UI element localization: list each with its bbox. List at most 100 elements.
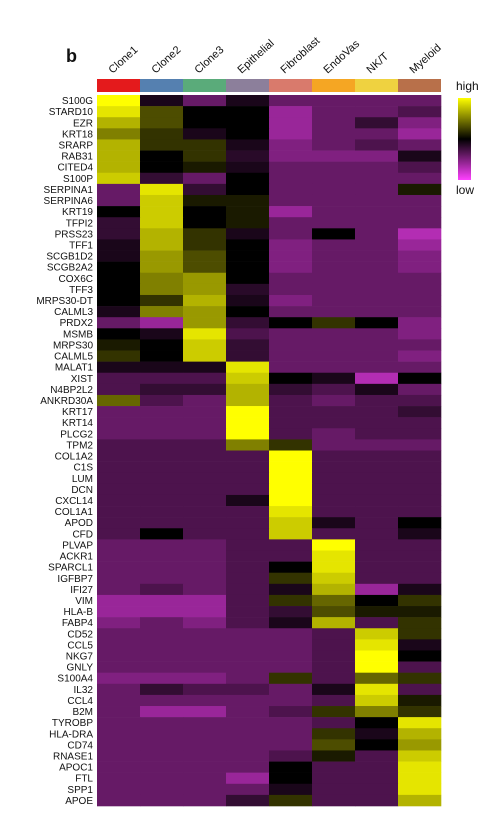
heatmap-cell xyxy=(226,506,270,518)
heatmap-cell xyxy=(312,606,356,618)
heatmap-cell xyxy=(226,128,270,140)
heatmap-cell xyxy=(183,117,227,129)
heatmap-cell xyxy=(398,750,442,762)
heatmap-cell xyxy=(140,606,184,618)
heatmap-cell xyxy=(312,361,356,374)
row-label: EZR xyxy=(73,118,93,129)
heatmap-cell xyxy=(312,139,356,151)
heatmap-cell xyxy=(312,661,356,673)
heatmap-cell xyxy=(183,683,227,696)
row-label: COL1A1 xyxy=(55,507,94,518)
heatmap-cell xyxy=(140,583,184,596)
heatmap-cell xyxy=(183,650,227,662)
heatmap-cell xyxy=(97,439,141,451)
row-label: TFF3 xyxy=(69,285,93,296)
heatmap-cell xyxy=(97,394,141,407)
heatmap-cell xyxy=(183,783,227,796)
heatmap-cell xyxy=(312,272,356,285)
heatmap-cell xyxy=(97,272,141,285)
heatmap-cell xyxy=(269,706,313,718)
heatmap-cell xyxy=(226,550,270,562)
heatmap-cell xyxy=(183,550,227,562)
column-label: EndoVas xyxy=(321,38,362,77)
heatmap-cell xyxy=(140,217,184,229)
heatmap-cell xyxy=(398,739,442,751)
heatmap-cell xyxy=(312,461,356,474)
heatmap-cell xyxy=(97,528,141,540)
heatmap-cell xyxy=(312,650,356,662)
heatmap-cell xyxy=(398,339,442,351)
heatmap-cell xyxy=(226,650,270,662)
heatmap-cell xyxy=(183,183,227,196)
row-label: CITED4 xyxy=(57,163,93,174)
heatmap-cell xyxy=(355,606,399,618)
heatmap-cell xyxy=(269,539,313,551)
column-label: Clone3 xyxy=(192,44,226,76)
heatmap-cell xyxy=(183,472,227,485)
heatmap-cell xyxy=(226,117,270,129)
heatmap-cell xyxy=(312,783,356,796)
column-color xyxy=(140,79,183,92)
heatmap-cell xyxy=(97,450,141,462)
heatmap-cell xyxy=(140,250,184,262)
heatmap-cell xyxy=(269,506,313,518)
heatmap-cell xyxy=(226,461,270,474)
heatmap-cell xyxy=(140,772,184,785)
heatmap-cell xyxy=(226,539,270,551)
heatmap-cell xyxy=(312,117,356,129)
heatmap-cell xyxy=(183,661,227,673)
heatmap-cell xyxy=(97,672,141,685)
heatmap-cell xyxy=(398,372,442,385)
heatmap-cell xyxy=(312,750,356,762)
heatmap-cell xyxy=(269,583,313,596)
row-label: FTL xyxy=(75,774,93,785)
heatmap-cell xyxy=(140,361,184,374)
heatmap-cell xyxy=(398,283,442,296)
heatmap-cell xyxy=(269,194,313,207)
heatmap-cell xyxy=(226,672,270,685)
heatmap-cell xyxy=(398,361,442,374)
heatmap-cell xyxy=(140,239,184,251)
heatmap-cell xyxy=(97,550,141,562)
row-label: COX6C xyxy=(59,274,93,285)
heatmap-cell xyxy=(97,328,141,340)
heatmap-cell xyxy=(226,328,270,340)
heatmap-cell xyxy=(183,617,227,629)
heatmap-cell xyxy=(140,506,184,518)
heatmap-cell xyxy=(312,350,356,362)
heatmap-cell xyxy=(269,161,313,174)
heatmap-cell xyxy=(226,283,270,296)
row-label: APOD xyxy=(65,518,93,529)
heatmap-cell xyxy=(269,239,313,251)
heatmap-cell xyxy=(183,706,227,718)
row-label: SCGB2A2 xyxy=(47,263,94,274)
row-label: COL1A2 xyxy=(55,452,94,463)
heatmap-cell xyxy=(183,717,227,729)
heatmap-cell xyxy=(312,95,356,107)
heatmap-cell xyxy=(398,528,442,540)
heatmap-cell xyxy=(355,572,399,585)
row-label: STARD10 xyxy=(49,107,94,118)
heatmap-cell xyxy=(355,483,399,496)
heatmap-cell xyxy=(312,194,356,207)
column-label: Clone2 xyxy=(149,44,183,76)
heatmap-cell xyxy=(355,228,399,240)
heatmap-cell xyxy=(312,483,356,496)
heatmap-cell xyxy=(398,772,442,785)
heatmap-cell xyxy=(398,650,442,662)
row-label: SPARCL1 xyxy=(48,563,93,574)
heatmap-cell xyxy=(183,394,227,407)
heatmap-cell xyxy=(269,372,313,385)
heatmap-cell xyxy=(140,639,184,651)
heatmap-cell xyxy=(140,461,184,474)
heatmap-cell xyxy=(398,794,442,807)
heatmap-cell xyxy=(140,128,184,140)
heatmap-cell xyxy=(398,661,442,673)
heatmap-cell xyxy=(355,683,399,696)
heatmap-cell xyxy=(269,517,313,529)
heatmap-cell xyxy=(140,139,184,151)
heatmap-cell xyxy=(140,372,184,385)
heatmap-cell xyxy=(355,172,399,185)
heatmap-cell xyxy=(355,139,399,151)
row-label: MALAT1 xyxy=(55,363,94,374)
